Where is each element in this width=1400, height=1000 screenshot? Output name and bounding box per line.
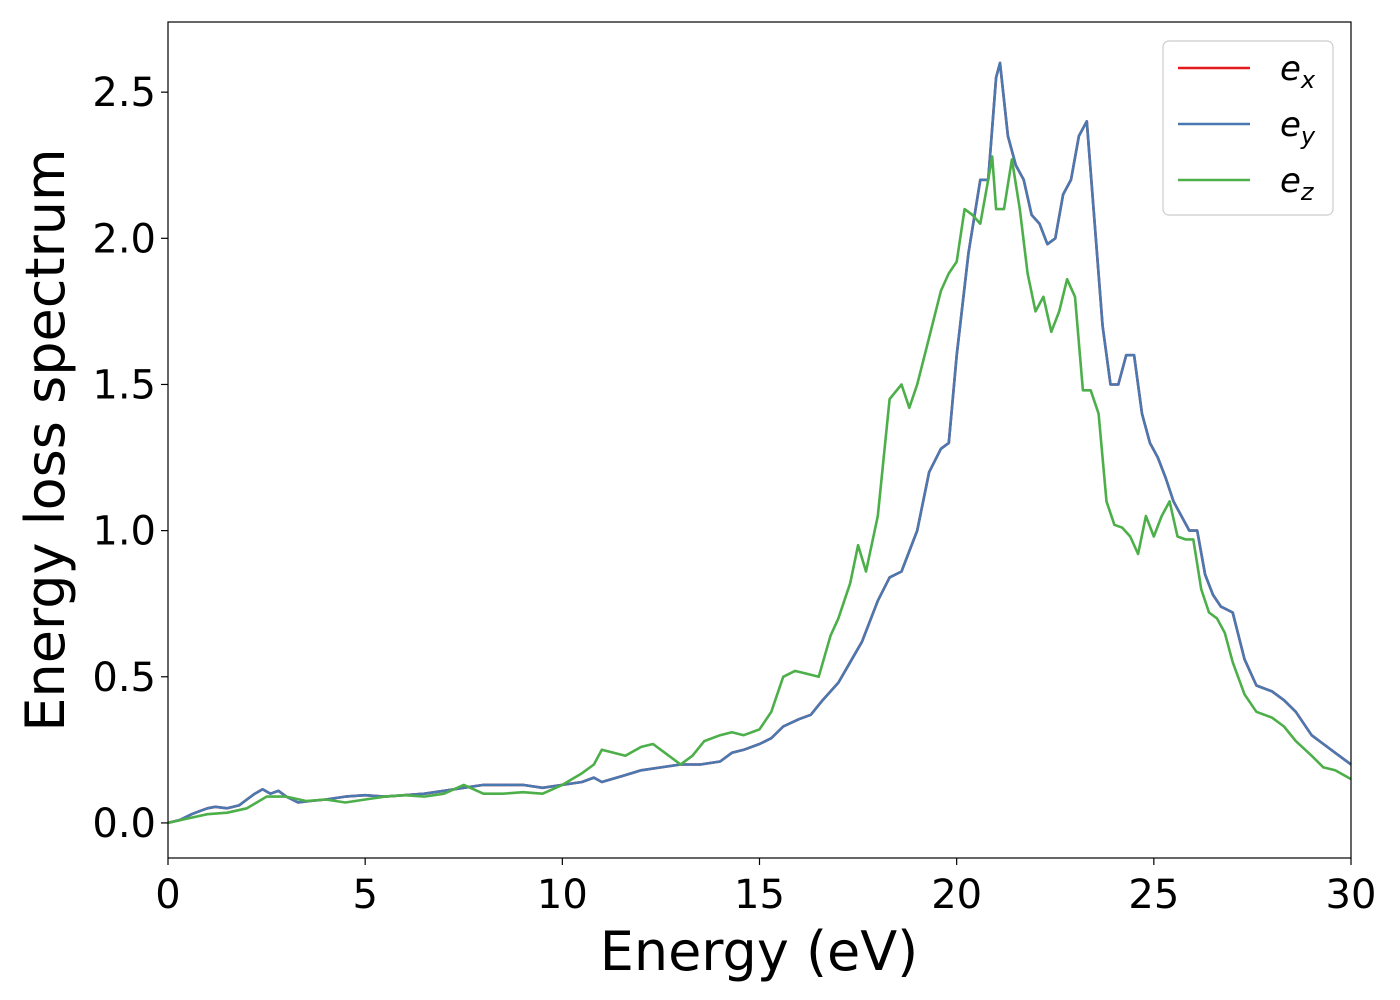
x-tick-label: 25 bbox=[1128, 872, 1179, 918]
x-tick-label: 15 bbox=[734, 872, 785, 918]
y-tick-label: 1.0 bbox=[92, 509, 156, 555]
legend-box bbox=[1162, 40, 1334, 216]
x-tick-label: 20 bbox=[931, 872, 982, 918]
legend-label-e-x: ex bbox=[1280, 49, 1316, 94]
y-tick-label: 0.0 bbox=[92, 801, 156, 847]
x-tick-label: 30 bbox=[1326, 872, 1377, 918]
legend: ex ey ez bbox=[1162, 40, 1334, 216]
y-tick-label: 0.5 bbox=[92, 655, 156, 701]
y-axis-ticks: 0.0 0.5 1.0 1.5 2.0 2.5 bbox=[92, 70, 168, 847]
y-tick-label: 2.5 bbox=[92, 70, 156, 116]
x-tick-label: 10 bbox=[537, 872, 588, 918]
legend-label-e-y: ey bbox=[1280, 105, 1316, 150]
series-line-e-y bbox=[167, 61, 1352, 825]
series-line-e-z bbox=[167, 155, 1352, 825]
x-axis-ticks: 0 5 10 15 20 25 30 bbox=[155, 858, 1376, 918]
x-tick-label: 0 bbox=[155, 872, 180, 918]
series-layer bbox=[167, 61, 1352, 825]
y-tick-label: 1.5 bbox=[92, 362, 156, 408]
legend-label-e-z: ez bbox=[1280, 161, 1315, 206]
y-axis-label: Energy loss spectrum bbox=[14, 148, 77, 731]
x-tick-label: 5 bbox=[352, 872, 377, 918]
y-tick-label: 2.0 bbox=[92, 216, 156, 262]
x-axis-label: Energy (eV) bbox=[600, 920, 919, 983]
